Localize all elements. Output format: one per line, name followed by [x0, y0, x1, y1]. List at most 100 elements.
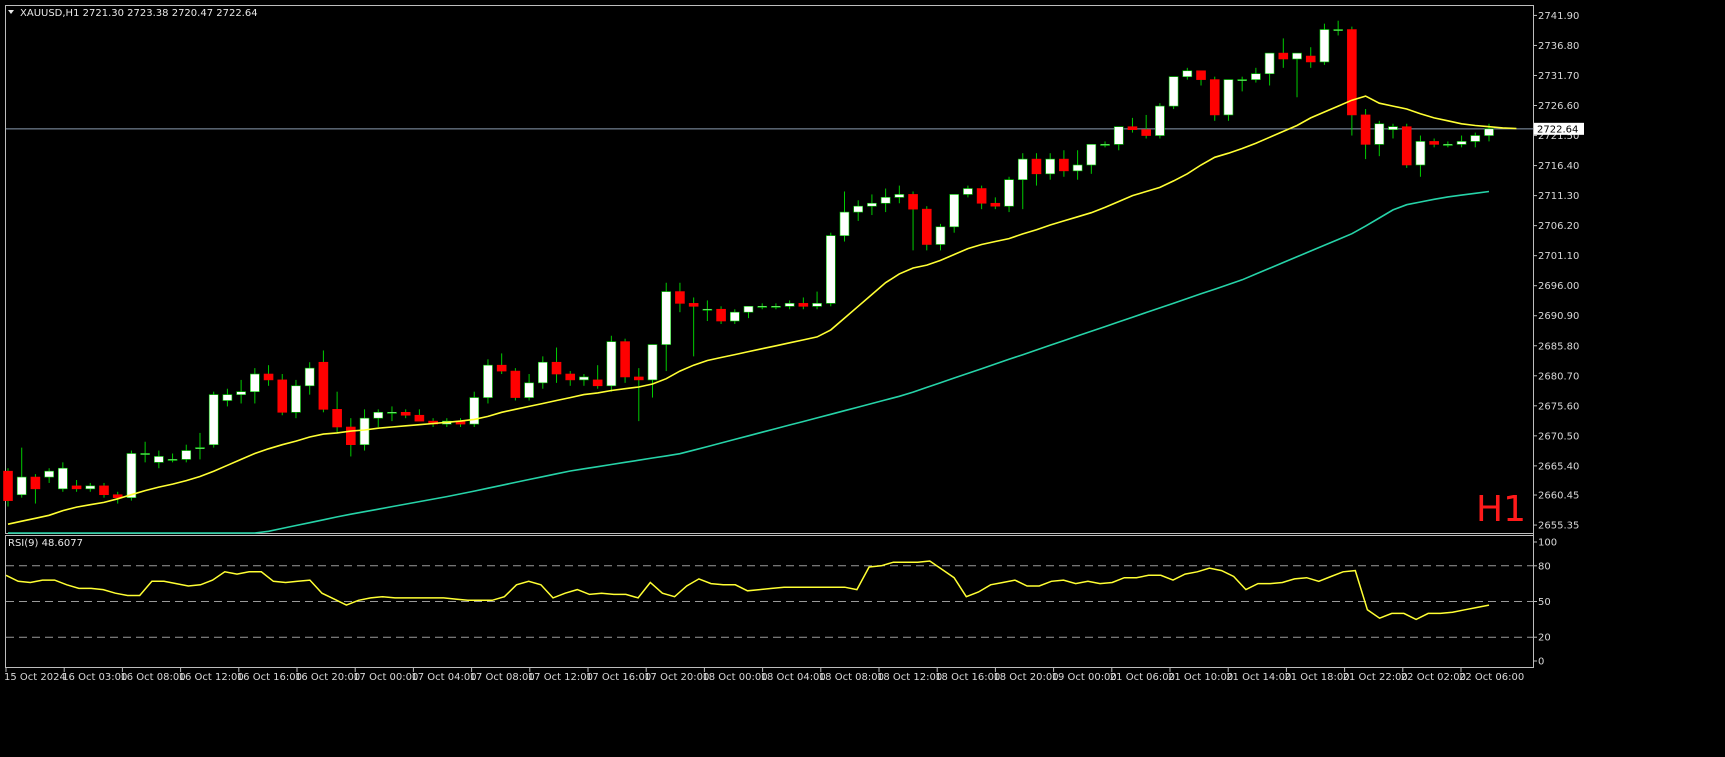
bear-candle [1031, 158, 1042, 175]
bull-candle [1443, 144, 1453, 146]
bull-candle [1292, 52, 1302, 60]
bull-candle [524, 382, 534, 398]
rsi-title: RSI(9) 48.6077 [8, 538, 83, 549]
bear-candle [71, 485, 82, 490]
bear-candle [565, 373, 576, 381]
bull-candle [579, 376, 589, 381]
bull-candle [1319, 29, 1330, 63]
time-tick-label: 16 Oct 08:00 [120, 672, 185, 683]
time-tick-label: 21 Oct 10:00 [1168, 672, 1233, 683]
time-tick-label: 21 Oct 14:00 [1226, 672, 1291, 683]
bull-candle [1251, 73, 1261, 80]
bull-candle [839, 211, 850, 236]
bull-candle [894, 194, 905, 198]
bull-candle [963, 188, 973, 195]
bear-candle [633, 376, 644, 381]
bull-candle [1004, 179, 1014, 207]
bull-candle [867, 202, 877, 207]
bull-candle [1456, 141, 1467, 145]
bear-candle [990, 202, 1001, 207]
bear-candle [1305, 55, 1316, 63]
bear-candle [1196, 70, 1206, 80]
time-tick-label: 18 Oct 20:00 [993, 672, 1058, 683]
bull-candle [784, 303, 795, 307]
time-tick-label: 18 Oct 12:00 [877, 672, 942, 683]
time-tick-label: 21 Oct 18:00 [1284, 672, 1349, 683]
bull-candle [1264, 52, 1275, 75]
ma-fast-line [7, 95, 1517, 525]
bull-candle [208, 394, 219, 445]
price-panel-frame [5, 5, 1534, 534]
bear-candle [716, 308, 726, 322]
bear-candle [1059, 158, 1069, 172]
bear-candle [400, 411, 411, 416]
time-tick-label: 17 Oct 08:00 [470, 672, 535, 683]
bull-candle [1333, 29, 1343, 31]
bull-candle [812, 303, 822, 307]
bull-candle [58, 467, 68, 490]
time-tick-label: 18 Oct 16:00 [935, 672, 1000, 683]
price-tick-label: 2726.60 [1538, 101, 1579, 112]
bull-candle [880, 197, 891, 204]
collapse-arrow-icon[interactable] [8, 10, 14, 14]
bull-candle [647, 344, 658, 381]
bull-candle [1155, 105, 1165, 136]
time-tick-label: 16 Oct 03:00 [62, 672, 127, 683]
price-tick-label: 2670.50 [1538, 431, 1579, 442]
price-tick-label: 2716.40 [1538, 161, 1579, 172]
bear-candle [112, 494, 123, 498]
ohlc-readout: 2721.30 2723.38 2720.47 2722.64 [83, 8, 258, 19]
time-tick-label: 16 Oct 20:00 [295, 672, 360, 683]
bull-candle [538, 361, 548, 384]
bull-candle [1045, 158, 1055, 175]
bull-candle [771, 306, 781, 308]
bull-candle [1388, 126, 1398, 130]
price-tick-label: 2736.80 [1538, 41, 1579, 52]
price-tick-label: 2701.10 [1538, 251, 1579, 262]
time-tick-label: 18 Oct 00:00 [702, 672, 767, 683]
time-tick-label: 17 Oct 12:00 [528, 672, 593, 683]
bull-candle [373, 411, 384, 419]
bull-candle [729, 311, 740, 322]
bull-candle [853, 205, 864, 213]
bull-candle [181, 450, 192, 460]
bear-candle [277, 379, 288, 413]
bull-candle [1113, 126, 1124, 145]
price-tick-label: 2711.30 [1538, 191, 1579, 202]
bear-candle [1209, 79, 1220, 116]
bull-candle [1237, 79, 1247, 81]
bear-candle [921, 208, 932, 245]
bear-candle [1347, 29, 1357, 116]
bull-candle [167, 459, 178, 461]
time-tick-label: 21 Oct 22:00 [1343, 672, 1408, 683]
bear-candle [1278, 52, 1289, 60]
bull-candle [1100, 144, 1110, 146]
bull-candle [469, 397, 480, 425]
price-tick-label: 2741.90 [1538, 11, 1579, 22]
bear-candle [1429, 141, 1439, 145]
bull-candle [359, 417, 370, 445]
bull-candle [935, 226, 946, 245]
timeframe-badge: H1 [1476, 489, 1526, 530]
bull-candle [154, 456, 164, 463]
bull-candle [250, 373, 260, 392]
time-tick-label: 19 Oct 00:00 [1052, 672, 1117, 683]
bear-candle [263, 373, 274, 381]
bull-candle [1470, 135, 1481, 142]
bull-candle [222, 394, 233, 401]
time-tick-label: 22 Oct 06:00 [1459, 672, 1524, 683]
bull-candle [1182, 70, 1193, 77]
bear-candle [675, 291, 685, 304]
bull-candle [304, 367, 315, 387]
time-tick-label: 18 Oct 04:00 [761, 672, 826, 683]
price-tick-label: 2690.90 [1538, 311, 1579, 322]
bull-candle [126, 453, 137, 498]
time-tick-label: 22 Oct 02:00 [1401, 672, 1466, 683]
bear-candle [1401, 126, 1412, 166]
bull-candle [743, 306, 754, 313]
bull-candle [1168, 76, 1179, 107]
bull-candle [140, 453, 150, 455]
bull-candle [825, 235, 836, 304]
bear-candle [318, 361, 329, 410]
